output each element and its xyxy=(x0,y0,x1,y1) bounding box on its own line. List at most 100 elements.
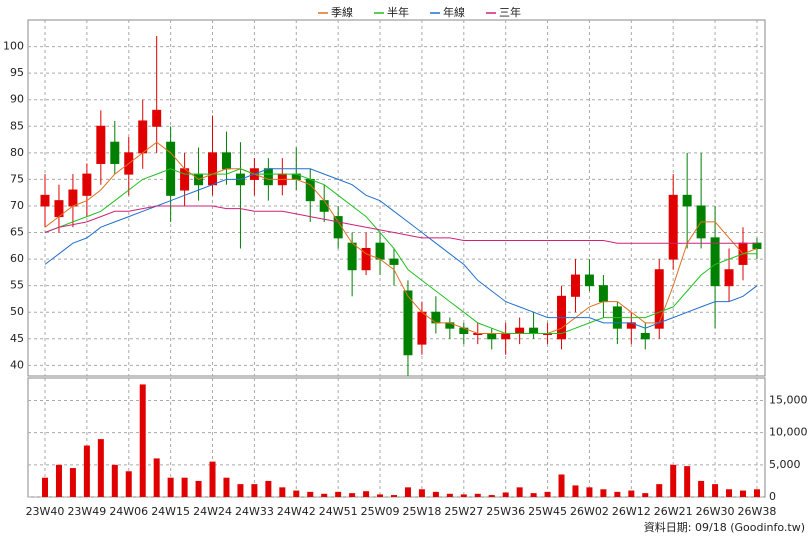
y-tick-label: 60 xyxy=(10,252,24,265)
candle-body xyxy=(208,152,218,186)
candle-body xyxy=(263,168,273,186)
volume-bar xyxy=(195,480,202,497)
ma-line xyxy=(44,141,758,334)
x-tick-label: 25W27 xyxy=(444,505,483,518)
volume-bar xyxy=(586,487,593,497)
x-tick-label: 24W06 xyxy=(109,505,148,518)
x-tick-label: 23W40 xyxy=(26,505,65,518)
y-tick-label: 65 xyxy=(10,226,24,239)
volume-bar xyxy=(265,480,272,497)
candle-body xyxy=(40,194,50,207)
candle-body xyxy=(68,189,78,207)
volume-bar xyxy=(558,474,565,497)
volume-bar xyxy=(460,494,467,497)
candle-body xyxy=(417,311,427,345)
x-tick-label: 26W38 xyxy=(738,505,777,518)
candle-body xyxy=(138,120,148,154)
candle-body xyxy=(682,194,692,207)
y-tick-label: 85 xyxy=(10,119,24,132)
volume-bar xyxy=(753,489,760,497)
y-tick-label: 95 xyxy=(10,66,24,79)
volume-bar xyxy=(181,477,188,497)
footer: 資料日期: 09/18 (Goodinfo.tw) xyxy=(644,520,805,534)
y-tick-label: 40 xyxy=(10,358,24,371)
legend-label: 三年 xyxy=(499,5,521,19)
volume-bar xyxy=(446,493,453,497)
volume-bar xyxy=(670,464,677,497)
candle-body xyxy=(752,242,762,249)
candle-body xyxy=(724,269,734,287)
candle-body xyxy=(403,290,413,356)
volume-bar xyxy=(42,477,48,497)
volume-bar xyxy=(404,487,411,497)
legend-label: 半年 xyxy=(387,5,409,19)
volume-panel xyxy=(27,377,766,498)
volume-bar xyxy=(251,484,258,497)
volume-bar xyxy=(530,493,537,497)
y-tick-label: 100 xyxy=(3,40,24,53)
volume-bar xyxy=(223,477,230,497)
volume-bar xyxy=(614,491,621,497)
volume-bar xyxy=(502,492,509,497)
volume-bar xyxy=(712,484,719,497)
x-tick-label: 26W30 xyxy=(696,505,735,518)
volume-bar xyxy=(572,485,579,497)
candle-body xyxy=(584,274,594,287)
y2-tick-label: 10,000 xyxy=(769,426,808,439)
candle-body xyxy=(305,178,315,202)
volume-bar xyxy=(97,439,104,497)
volume-bar xyxy=(335,491,342,497)
candle-body xyxy=(668,194,678,260)
volume-bar xyxy=(153,458,160,497)
candle-body xyxy=(389,258,399,265)
ma-line xyxy=(44,168,758,329)
y-tick-label: 75 xyxy=(10,172,24,185)
y2-tick-label: 15,000 xyxy=(769,394,808,407)
candle-body xyxy=(333,216,343,239)
x-tick-label: 26W21 xyxy=(654,505,693,518)
candle-body xyxy=(529,327,539,334)
x-tick-label: 25W09 xyxy=(361,505,400,518)
x-tick-label: 24W42 xyxy=(277,505,316,518)
volume-bar xyxy=(111,464,118,497)
volume-bar xyxy=(740,490,746,497)
volume-bar xyxy=(488,495,495,497)
x-tick-label: 23W49 xyxy=(67,505,106,518)
volume-bar xyxy=(125,471,132,497)
volume-bar xyxy=(642,493,649,497)
candle-body xyxy=(221,152,231,170)
x-tick-label: 26W02 xyxy=(570,505,609,518)
volume-bar xyxy=(139,384,146,497)
volume-bar xyxy=(279,487,286,497)
candle-body xyxy=(82,173,92,196)
candle-body xyxy=(361,247,371,271)
y-tick-label: 45 xyxy=(10,332,24,345)
x-tick-label: 24W15 xyxy=(151,505,190,518)
x-tick-label: 24W51 xyxy=(319,505,358,518)
x-tick-label: 25W45 xyxy=(528,505,567,518)
volume-bar xyxy=(363,491,370,497)
volume-bar xyxy=(544,491,551,497)
candle-body xyxy=(570,274,580,297)
x-tick-label: 26W12 xyxy=(612,505,651,518)
candle-body xyxy=(180,168,190,191)
volume-bar xyxy=(726,489,733,497)
volume-bar xyxy=(167,477,174,497)
volume-bar xyxy=(418,489,425,497)
volume-bar xyxy=(684,466,691,497)
candle-body xyxy=(654,269,664,329)
y-tick-label: 70 xyxy=(10,199,24,212)
candle-body xyxy=(110,141,120,164)
volume-bar xyxy=(69,468,76,497)
volume-bar xyxy=(698,480,705,497)
legend-label: 年線 xyxy=(443,5,465,19)
candle-body xyxy=(375,242,385,260)
x-tick-label: 25W36 xyxy=(486,505,525,518)
candle-body xyxy=(501,332,511,340)
volume-bar xyxy=(349,493,356,497)
volume-bar xyxy=(391,495,397,497)
volume-bar xyxy=(307,491,314,497)
volume-bar xyxy=(474,493,481,497)
volume-bar xyxy=(237,484,244,497)
